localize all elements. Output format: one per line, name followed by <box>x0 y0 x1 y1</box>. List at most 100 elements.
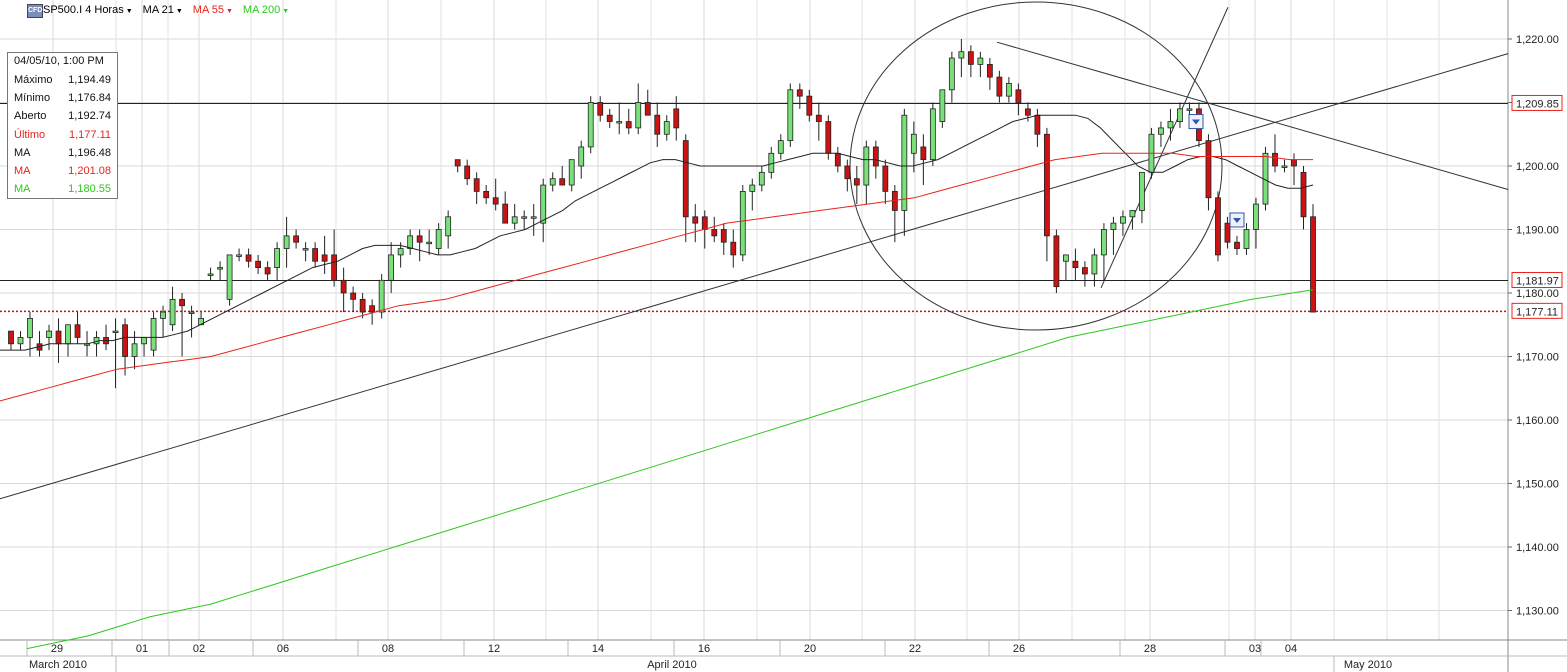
candle-body <box>1053 235 1060 288</box>
candle-body <box>1205 140 1212 199</box>
candle-body <box>426 241 433 245</box>
candle-body <box>825 121 832 154</box>
candle-body <box>616 121 623 124</box>
y-tick-label: 1,200.00 <box>1516 161 1559 173</box>
symbol-label: SP500.I 4 Horas <box>43 4 124 16</box>
candle-body <box>141 337 147 345</box>
price-label: 1,181.97 <box>1516 275 1559 287</box>
candle-body <box>1300 171 1307 218</box>
candle-body <box>863 146 870 186</box>
candle-body <box>473 178 480 192</box>
candle-body <box>1101 229 1107 256</box>
x-day-label: 06 <box>277 643 289 655</box>
trend-line <box>1100 7 1229 289</box>
x-day-label: 01 <box>136 643 148 655</box>
candle-body <box>673 108 680 129</box>
candle-body <box>834 152 841 167</box>
data-window-value: 1,177.11 <box>68 128 111 141</box>
candle-body <box>312 248 319 262</box>
candle-body <box>359 298 366 313</box>
candle-body <box>407 235 414 249</box>
candle-body <box>122 324 128 357</box>
candle-body <box>910 133 917 154</box>
candle-body <box>720 229 727 243</box>
x-day-label: 04 <box>1285 643 1297 655</box>
x-month-label: May 2010 <box>1344 659 1392 671</box>
candle-body <box>65 324 71 345</box>
y-tick-label: 1,150.00 <box>1516 479 1559 491</box>
candle-body <box>587 102 594 148</box>
data-window-row: MA 1,196.48 <box>8 144 117 162</box>
candle-body <box>160 311 166 319</box>
candle-body <box>445 216 452 237</box>
data-window-rows: Máximo 1,194.49 Mínimo 1,176.84 Aberto 1,192.… <box>8 71 117 198</box>
candle-body <box>1253 203 1259 230</box>
cfd-icon[interactable]: CFD <box>27 4 43 18</box>
x-day-label: 16 <box>698 643 710 655</box>
candle-body <box>217 267 223 270</box>
candle-body <box>74 324 81 338</box>
ma1-selector[interactable]: MA 21 ▼ <box>143 4 183 16</box>
candle-body <box>416 235 423 243</box>
candle-body <box>540 184 547 224</box>
arrow-down-icon <box>1233 217 1241 223</box>
candle-body <box>1281 165 1288 168</box>
candle-body <box>625 121 632 129</box>
candle-body <box>435 229 442 249</box>
candle-body <box>796 89 803 97</box>
x-day-label: 03 <box>1249 643 1261 655</box>
dropdown-arrow-icon: ▼ <box>175 8 183 15</box>
ma2-selector[interactable]: MA 55 ▼ <box>193 4 233 16</box>
candle-body <box>1005 83 1012 97</box>
candle-body <box>150 317 157 351</box>
candle-body <box>920 146 927 161</box>
y-tick-label: 1,190.00 <box>1516 225 1559 237</box>
candle-body <box>1177 108 1183 122</box>
toolbar: SP500.I 4 Horas ▼ MA 21 ▼ MA 55 ▼ MA 200 ▼ <box>0 0 289 20</box>
candle-body <box>207 273 214 276</box>
ma3-label: MA 200 <box>242 4 281 16</box>
price-label-box <box>1511 94 1563 111</box>
data-window-label: Aberto <box>14 110 47 123</box>
data-window: 04/05/10, 1:00 PM Máximo 1,194.49 Mínimo 1,… <box>7 52 118 200</box>
trend-line <box>996 41 1509 190</box>
candle-body <box>350 292 357 300</box>
ma3-selector[interactable]: MA 200 ▼ <box>243 4 289 16</box>
data-window-label: Último <box>14 128 46 141</box>
data-window-row: Último 1,177.11 <box>8 126 117 144</box>
candle-body <box>815 114 822 122</box>
candle-body <box>559 178 566 186</box>
candle-body <box>1139 171 1145 211</box>
y-tick-label: 1,220.00 <box>1516 34 1559 46</box>
candle-body <box>1272 152 1278 167</box>
candle-body <box>996 76 1003 97</box>
ma21-line <box>0 114 1314 351</box>
candle-body <box>901 114 908 211</box>
data-window-row: Mínimo 1,176.84 <box>8 89 117 107</box>
candle-body <box>568 159 575 186</box>
candle-body <box>986 64 993 78</box>
trend-line <box>0 53 1509 500</box>
candle-body <box>169 298 176 326</box>
candle-body <box>948 57 955 91</box>
data-window-datetime: 04/05/10, 1:00 PM <box>14 55 104 67</box>
candle-body <box>749 184 756 192</box>
candle-body <box>1063 254 1069 262</box>
price-label-box <box>1511 271 1563 288</box>
candle-body <box>245 254 252 262</box>
candle-body <box>112 330 119 334</box>
candle-body <box>644 102 651 116</box>
candle-body <box>1110 222 1117 230</box>
ma200-line <box>26 289 1314 650</box>
candle-body <box>758 171 765 186</box>
data-window-value: 1,196.48 <box>68 146 111 159</box>
candle-body <box>397 248 404 256</box>
candle-body <box>464 165 471 180</box>
symbol-selector[interactable]: SP500.I 4 Horas ▼ <box>43 4 133 16</box>
candle-body <box>1015 89 1022 103</box>
candle-body <box>1291 159 1297 167</box>
price-label-box <box>1511 302 1563 319</box>
x-day-label: 28 <box>1144 643 1156 655</box>
arrow-down-icon <box>1192 119 1200 125</box>
candle-body <box>1043 133 1050 237</box>
